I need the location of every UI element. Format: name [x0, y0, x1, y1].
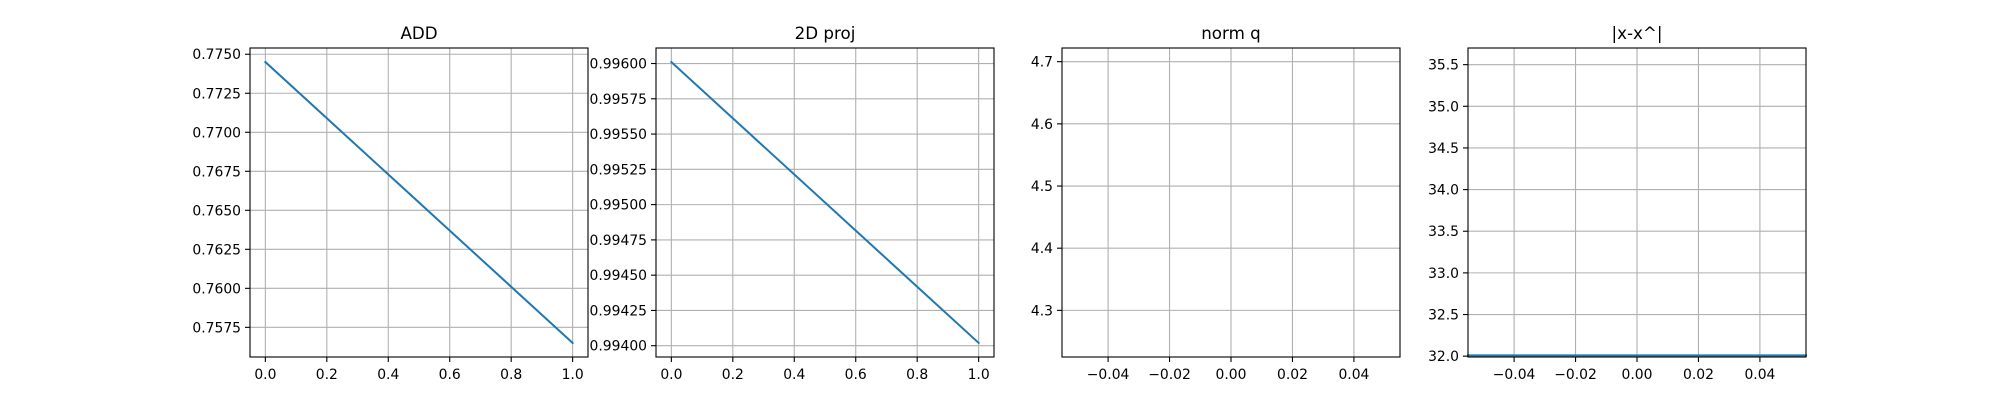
x-tick-label: −0.04: [1493, 367, 1536, 383]
x-tick-label: 0.02: [1277, 367, 1308, 383]
y-tick-label: 4.3: [1031, 303, 1053, 319]
y-tick-label: 0.99450: [590, 268, 647, 284]
y-tick-label: 4.6: [1031, 117, 1053, 133]
x-tick-label: 1.0: [562, 367, 584, 383]
y-tick-label: 32.5: [1428, 308, 1459, 324]
y-tick-label: 0.7650: [192, 203, 241, 219]
y-tick-label: 4.5: [1031, 179, 1053, 195]
x-tick-label: 0.8: [500, 367, 522, 383]
subplot-2: 0.0 0.2 0.4 0.6 0.8 1.0 0.99400 0.99425 0.99450 0…: [590, 23, 995, 383]
x-tick-label: 0.04: [1338, 367, 1369, 383]
x-tick-label: 0.00: [1216, 367, 1247, 383]
y-tick-label: 0.7725: [192, 86, 241, 102]
y-tick-label: 0.99500: [590, 198, 647, 214]
y-tick-label: 32.0: [1428, 349, 1459, 365]
y-tick-label: 0.7750: [192, 47, 241, 63]
y-tick-label: 0.7625: [192, 242, 241, 258]
y-tick-label: 0.99425: [590, 303, 647, 319]
x-tick-label: −0.04: [1087, 367, 1130, 383]
series-line-1: [263, 60, 575, 345]
x-tick-label: 0.8: [906, 367, 928, 383]
y-tick-label: 0.7675: [192, 164, 241, 180]
axes-frame: [655, 47, 995, 358]
x-tick-label: 0.0: [254, 367, 276, 383]
subplot-title: ADD: [400, 23, 437, 43]
subplot-3: −0.04 −0.02 0.00 0.02 0.04 4.3 4.4 4.5 4.6 4.7 nor…: [1031, 23, 1401, 383]
subplot-title: 2D proj: [795, 23, 856, 43]
x-tick-label: 0.0: [660, 367, 682, 383]
y-tick-label: 33.0: [1428, 266, 1459, 282]
x-tick-label: 0.02: [1683, 367, 1714, 383]
x-tick-label: 0.00: [1622, 367, 1653, 383]
x-tick-label: 0.2: [316, 367, 338, 383]
y-tick-label: 4.7: [1031, 55, 1053, 71]
y-tick-label: 0.99475: [590, 233, 647, 249]
y-tick-label: 0.7575: [192, 320, 241, 336]
x-tick-label: 0.04: [1744, 367, 1775, 383]
subplot-title: |x-x^|: [1612, 23, 1663, 43]
y-tick-label: 35.5: [1428, 58, 1459, 74]
x-tick-label: 0.6: [845, 367, 867, 383]
y-tick-label: 34.0: [1428, 183, 1459, 199]
x-tick-label: 0.2: [722, 367, 744, 383]
subplot-title: norm q: [1201, 23, 1261, 43]
x-tick-label: −0.02: [1554, 367, 1597, 383]
y-tick-label: 0.7700: [192, 125, 241, 141]
y-tick-label: 0.99600: [590, 57, 647, 73]
y-tick-label: 4.4: [1031, 241, 1053, 257]
series-line-1: [669, 60, 981, 345]
x-tick-label: 0.4: [377, 367, 399, 383]
y-tick-label: 0.99400: [590, 339, 647, 355]
axes-frame: [249, 47, 589, 358]
y-tick-label: 33.5: [1428, 224, 1459, 240]
y-tick-label: 0.7600: [192, 281, 241, 297]
subplot-1: 0.0 0.2 0.4 0.6 0.8 1.0 0.7575 0.7600 0.7625 0.76…: [192, 23, 589, 383]
x-tick-label: 0.6: [439, 367, 461, 383]
y-tick-label: 0.99575: [590, 92, 647, 108]
y-tick-label: 0.99550: [590, 127, 647, 143]
y-tick-label: 34.5: [1428, 141, 1459, 157]
subplot-4: −0.04 −0.02 0.00 0.02 0.04 32.0 32.5 33.0 33.5 34…: [1428, 23, 1807, 383]
x-tick-label: 0.4: [783, 367, 805, 383]
y-tick-label: 0.99525: [590, 162, 647, 178]
y-tick-label: 35.0: [1428, 99, 1459, 115]
x-tick-label: −0.02: [1148, 367, 1191, 383]
x-tick-label: 1.0: [968, 367, 990, 383]
